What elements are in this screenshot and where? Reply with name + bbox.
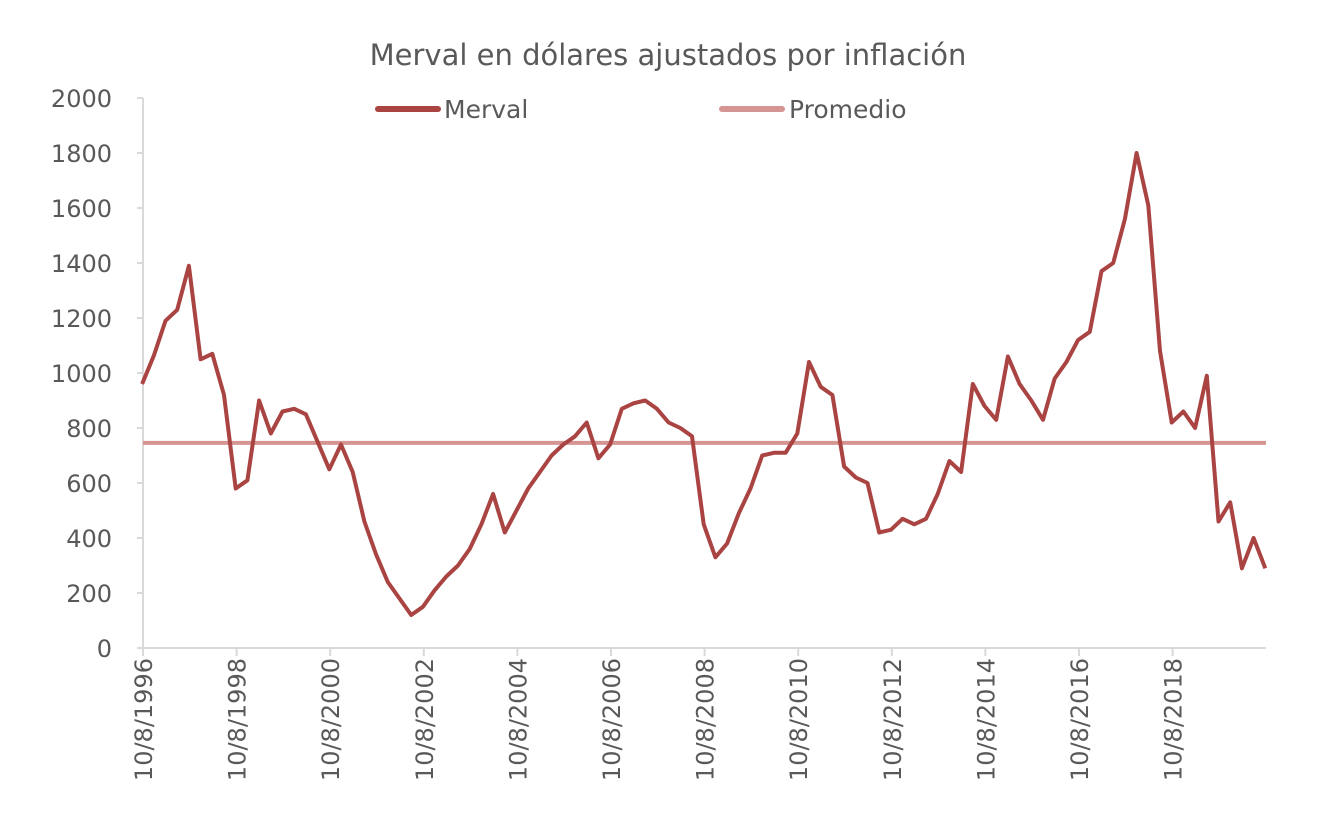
x-tick-label: 10/8/2016 [1066, 658, 1094, 781]
x-tick-label: 10/8/1998 [224, 658, 252, 781]
legend-label-merval: Merval [444, 95, 528, 124]
x-tick-label: 10/8/2000 [317, 658, 345, 781]
chart-title: Merval en dólares ajustados por inflació… [370, 38, 967, 72]
y-tick-label: 1000 [51, 360, 112, 388]
x-axis: 10/8/1996 10/8/1998 10/8/2000 10/8/2002 10/8… [130, 648, 1266, 781]
legend-label-promedio: Promedio [789, 95, 907, 124]
y-axis: 0 200 400 600 800 1000 1200 1400 1600 1800 2000 [51, 85, 143, 663]
y-tick-label: 1400 [51, 250, 112, 278]
x-tick-label: 10/8/2008 [692, 658, 720, 781]
y-tick-label: 0 [97, 635, 112, 663]
y-tick-label: 2000 [51, 85, 112, 113]
x-tick-label: 10/8/2004 [504, 658, 532, 781]
x-tick-label: 10/8/2014 [972, 658, 1000, 781]
x-tick-label: 10/8/1996 [130, 658, 158, 781]
legend: Merval Promedio [378, 95, 907, 124]
y-tick-label: 600 [66, 470, 112, 498]
x-tick-label: 10/8/2018 [1160, 658, 1188, 781]
x-tick-label: 10/8/2010 [785, 658, 813, 781]
y-tick-label: 200 [66, 580, 112, 608]
y-tick-label: 1600 [51, 195, 112, 223]
y-tick-label: 1800 [51, 140, 112, 168]
x-tick-label: 10/8/2006 [598, 658, 626, 781]
merval-line [142, 153, 1265, 615]
y-tick-label: 400 [66, 525, 112, 553]
plot-area [142, 153, 1266, 615]
y-tick-label: 1200 [51, 305, 112, 333]
y-tick-label: 800 [66, 415, 112, 443]
x-tick-label: 10/8/2012 [879, 658, 907, 781]
x-tick-label: 10/8/2002 [411, 658, 439, 781]
